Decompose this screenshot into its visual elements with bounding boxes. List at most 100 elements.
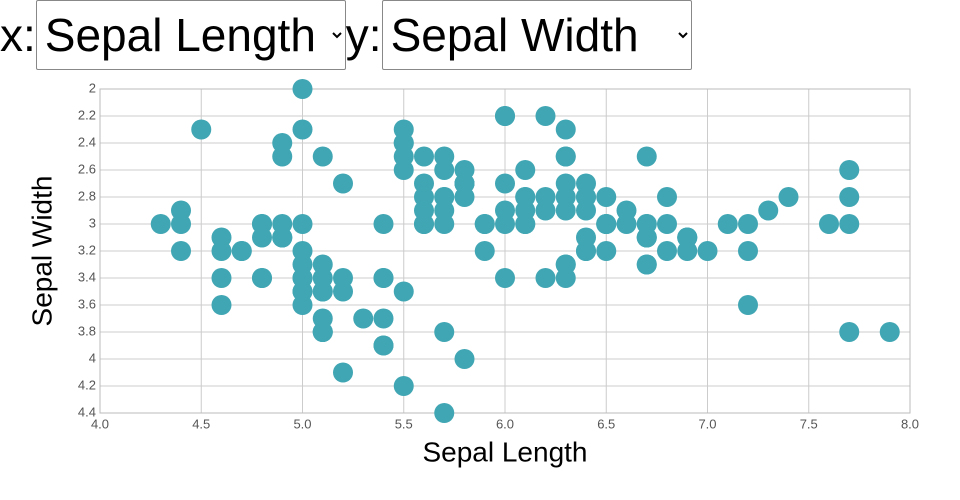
point [839,322,860,342]
point [272,227,293,248]
point [353,308,374,329]
point [636,146,657,167]
point [211,241,232,261]
y-tick-label: 3.6 [78,296,96,311]
point [393,281,414,302]
point [312,268,333,288]
x-tick-label: 4.0 [91,416,109,431]
point [738,241,758,261]
point [495,173,515,194]
y-tick-label: 3 [89,215,96,230]
point [474,241,495,261]
point [677,227,698,248]
point [333,173,353,194]
x-tick-label: 8.0 [901,416,919,431]
point [839,160,860,180]
point [697,241,718,261]
point [211,268,232,288]
point [292,254,313,275]
point [839,214,860,234]
point [454,349,475,369]
x-tick-label: 7.0 [698,416,716,431]
point [515,160,536,180]
point [373,308,394,329]
point [576,227,596,248]
controls: x: Sepal Length y: Sepal Width [0,0,692,70]
point [312,322,333,342]
x-label: x: [0,9,36,61]
point [879,322,900,342]
point [434,403,455,423]
point [474,214,495,234]
point [657,214,677,234]
point [312,146,333,167]
point [414,214,434,234]
x-select[interactable]: Sepal Length [35,0,346,70]
point [292,281,313,302]
y-label: y: [345,9,382,61]
y-tick-label: 2.4 [78,134,96,149]
point [393,376,414,396]
point [171,241,191,261]
y-tick-label: 4 [89,350,96,365]
point [252,214,272,234]
point [596,241,617,261]
point [555,187,576,207]
point [495,106,515,126]
point [636,254,657,275]
point [616,214,637,234]
y-tick-label: 2 [89,80,96,95]
point [657,187,677,207]
point [657,241,677,261]
point [434,187,455,207]
point [738,295,758,315]
x-tick-label: 5.5 [395,416,413,431]
y-tick-label: 2.2 [78,107,96,122]
point [373,335,394,356]
x-tick-label: 6.0 [496,416,514,431]
y-tick-label: 3.8 [78,323,96,338]
point [576,187,596,207]
point [414,187,434,207]
y-tick-label: 4.2 [78,377,96,392]
point [373,268,394,288]
y-tick-label: 4.4 [78,404,96,419]
point [535,187,556,207]
point [596,187,617,207]
y-axis-title: Sepal Width [26,176,57,327]
chart: Sepal Length Sepal Width 4.0 4.5 5.0 5.5 6.0… [26,79,919,467]
point [717,214,738,234]
x-tick-label: 5.0 [293,416,311,431]
point [778,187,799,207]
x-axis-title: Sepal Length [422,436,587,467]
x-tick-label: 4.5 [192,416,210,431]
point [211,295,232,315]
point [495,268,515,288]
point [272,146,293,167]
point [414,146,434,167]
point [555,119,576,140]
point [555,146,576,167]
x-tick-label: 7.5 [800,416,818,431]
x-tick-label: 6.5 [597,416,615,431]
point [333,362,353,383]
point [292,214,313,234]
point [292,119,313,140]
point [252,268,272,288]
point [454,173,475,194]
point [758,200,779,221]
point [150,214,171,234]
point [191,119,212,140]
point [292,79,313,99]
point [555,268,576,288]
point [819,214,839,234]
point [171,214,191,234]
y-select[interactable]: Sepal Width [381,0,692,70]
y-tick-label: 3.4 [78,269,96,284]
point [839,187,860,207]
point [434,322,455,342]
point [373,214,394,234]
point [596,214,617,234]
point [636,214,657,234]
